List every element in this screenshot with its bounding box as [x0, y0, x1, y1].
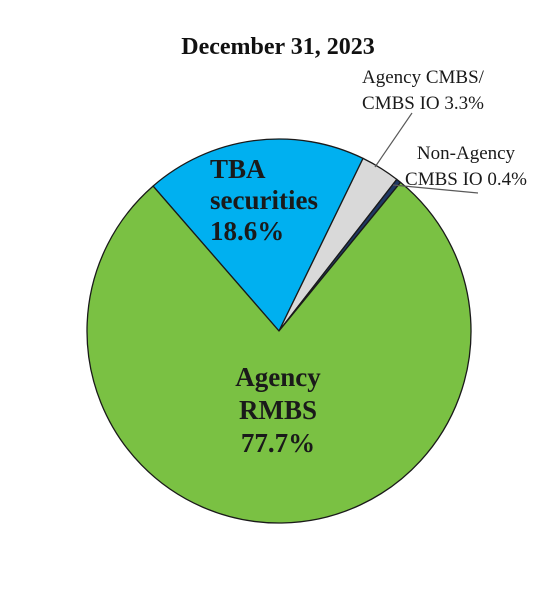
pie-labels: TBA securities 18.6% Agency CMBS/CMBS IO 3.…: [210, 67, 527, 458]
leader-line-2: [392, 184, 479, 194]
slice-label-1: Agency CMBS/CMBS IO 3.3%: [362, 67, 485, 114]
chart-title: December 31, 2023: [181, 34, 375, 60]
slice-label-3: Agency RMBS 77.7%: [235, 362, 321, 458]
callout-leader-lines: [374, 112, 479, 194]
pie-slice-3: [86, 181, 472, 524]
leader-line-1: [374, 112, 413, 168]
slice-label-2: Non-Agency CMBS IO 0.4%: [405, 143, 527, 190]
pie-slices: [86, 138, 472, 524]
pie-slice-0: [152, 138, 364, 332]
slice-label-0: TBA securities 18.6%: [210, 154, 318, 246]
